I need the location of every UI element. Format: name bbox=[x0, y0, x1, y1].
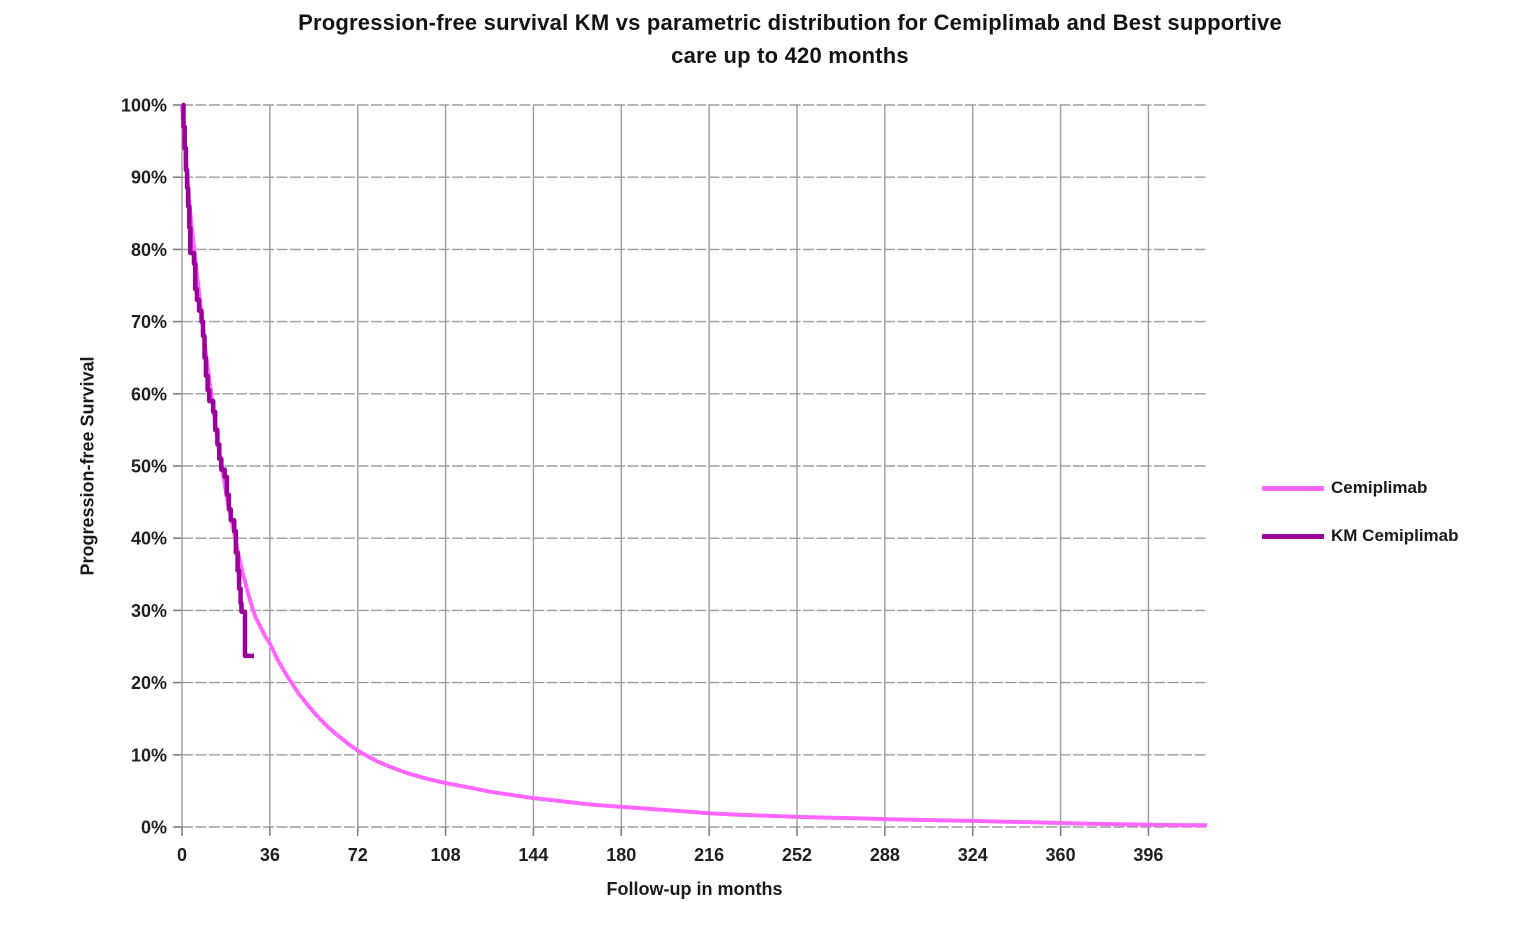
x-tick-label: 180 bbox=[606, 845, 636, 865]
legend-line-cemiplimab-icon bbox=[1262, 485, 1324, 491]
chart-title: Progression-free survival KM vs parametr… bbox=[60, 6, 1520, 72]
x-tick-label: 0 bbox=[177, 845, 187, 865]
y-tick-label: 80% bbox=[131, 240, 167, 260]
y-tick-label: 90% bbox=[131, 168, 167, 188]
y-tick-label: 10% bbox=[131, 745, 167, 765]
x-tick-label: 36 bbox=[260, 845, 280, 865]
y-tick-label: 30% bbox=[131, 601, 167, 621]
legend-item-cemiplimab: Cemiplimab bbox=[1262, 477, 1459, 499]
x-tick-label: 72 bbox=[348, 845, 368, 865]
x-tick-label: 108 bbox=[431, 845, 461, 865]
x-tick-label: 288 bbox=[870, 845, 900, 865]
y-tick-label: 20% bbox=[131, 673, 167, 693]
y-tick-label: 0% bbox=[141, 818, 167, 838]
x-tick-label: 144 bbox=[518, 845, 548, 865]
y-tick-label: 50% bbox=[131, 457, 167, 477]
y-tick-label: 60% bbox=[131, 384, 167, 404]
y-tick-label: 40% bbox=[131, 529, 167, 549]
x-tick-label: 252 bbox=[782, 845, 812, 865]
legend-label-km-cemiplimab: KM Cemiplimab bbox=[1331, 526, 1459, 545]
x-axis-title: Follow-up in months bbox=[606, 879, 783, 899]
legend: Cemiplimab KM Cemiplimab bbox=[1262, 477, 1459, 547]
x-tick-label: 396 bbox=[1133, 845, 1163, 865]
chart-title-line-1: Progression-free survival KM vs parametr… bbox=[298, 10, 1282, 35]
legend-item-km-cemiplimab: KM Cemiplimab bbox=[1262, 525, 1459, 547]
series-line-cemiplimab bbox=[180, 104, 1208, 828]
y-tick-label: 70% bbox=[131, 312, 167, 332]
series-line-km-cemiplimab bbox=[181, 102, 254, 659]
legend-label-cemiplimab: Cemiplimab bbox=[1331, 478, 1428, 497]
y-tick-label: 100% bbox=[121, 96, 167, 116]
legend-line-km-cemiplimab-icon bbox=[1262, 533, 1324, 539]
chart-title-line-2: care up to 420 months bbox=[671, 43, 909, 68]
x-tick-label: 360 bbox=[1046, 845, 1076, 865]
x-tick-label: 324 bbox=[958, 845, 988, 865]
x-tick-label: 216 bbox=[694, 845, 724, 865]
